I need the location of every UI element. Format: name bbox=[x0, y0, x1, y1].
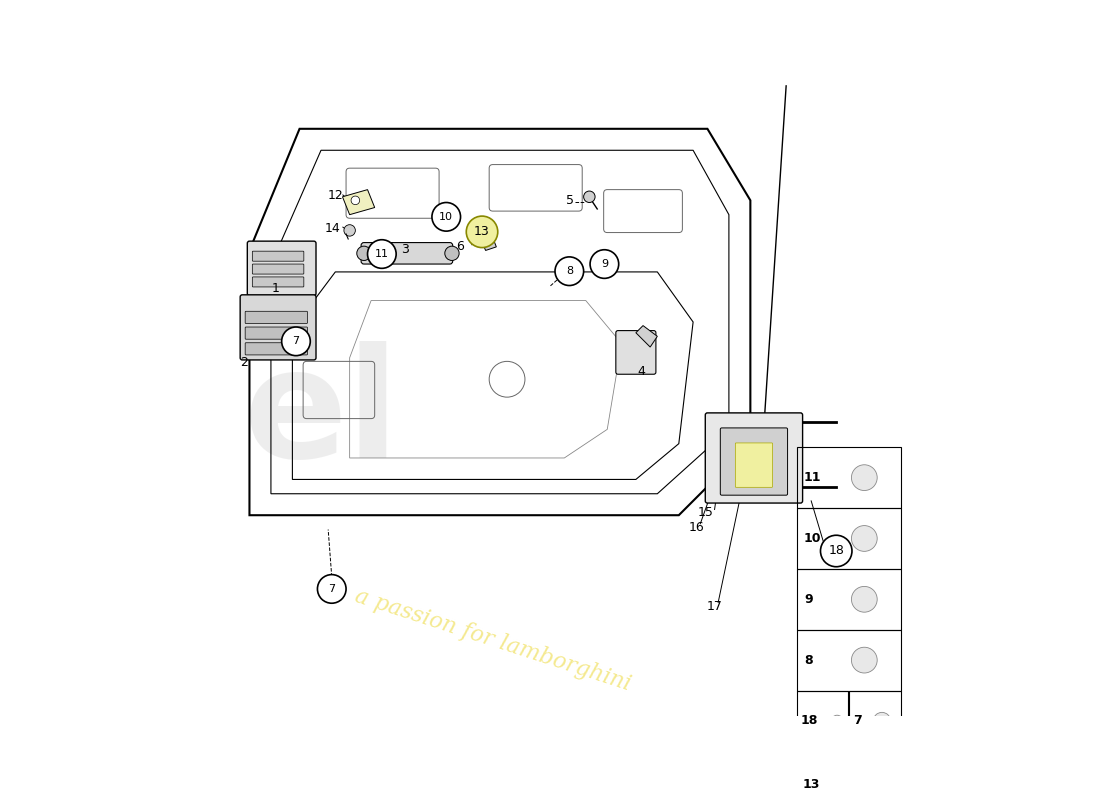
FancyBboxPatch shape bbox=[245, 327, 307, 339]
Text: a passion for lamborghini: a passion for lamborghini bbox=[352, 586, 634, 695]
Polygon shape bbox=[342, 190, 375, 214]
Circle shape bbox=[851, 647, 877, 673]
Text: 9: 9 bbox=[804, 593, 813, 606]
FancyBboxPatch shape bbox=[252, 264, 304, 274]
Circle shape bbox=[344, 225, 355, 236]
FancyBboxPatch shape bbox=[849, 751, 901, 800]
FancyBboxPatch shape bbox=[720, 428, 788, 495]
FancyBboxPatch shape bbox=[616, 330, 656, 374]
Text: 7: 7 bbox=[328, 584, 336, 594]
FancyBboxPatch shape bbox=[735, 443, 772, 487]
Text: 9: 9 bbox=[601, 259, 608, 269]
Text: 7: 7 bbox=[852, 714, 861, 727]
Circle shape bbox=[873, 712, 891, 730]
FancyBboxPatch shape bbox=[252, 251, 304, 261]
Circle shape bbox=[367, 240, 396, 268]
Text: 16: 16 bbox=[689, 521, 705, 534]
Text: 7: 7 bbox=[293, 336, 299, 346]
Text: 5: 5 bbox=[566, 194, 574, 207]
Circle shape bbox=[556, 257, 584, 286]
Text: 6: 6 bbox=[456, 240, 464, 253]
Text: 14: 14 bbox=[324, 222, 340, 234]
FancyBboxPatch shape bbox=[245, 342, 307, 355]
Text: el: el bbox=[243, 341, 399, 490]
Polygon shape bbox=[856, 761, 895, 794]
Circle shape bbox=[282, 327, 310, 356]
Circle shape bbox=[356, 246, 371, 261]
Circle shape bbox=[851, 465, 877, 490]
Text: 10: 10 bbox=[439, 212, 453, 222]
Text: 15: 15 bbox=[698, 506, 714, 519]
Text: 2: 2 bbox=[240, 356, 248, 370]
Circle shape bbox=[590, 250, 618, 278]
Circle shape bbox=[490, 362, 525, 397]
FancyBboxPatch shape bbox=[248, 241, 316, 295]
FancyBboxPatch shape bbox=[361, 242, 453, 264]
FancyBboxPatch shape bbox=[245, 311, 307, 323]
FancyBboxPatch shape bbox=[252, 277, 304, 287]
Text: 17: 17 bbox=[706, 600, 723, 614]
Text: 11: 11 bbox=[804, 471, 822, 484]
Text: 1: 1 bbox=[272, 282, 279, 295]
Polygon shape bbox=[636, 326, 658, 347]
FancyBboxPatch shape bbox=[705, 413, 803, 503]
Circle shape bbox=[832, 715, 843, 726]
Text: 11: 11 bbox=[375, 249, 388, 259]
Circle shape bbox=[851, 586, 877, 612]
Circle shape bbox=[851, 526, 877, 551]
Circle shape bbox=[444, 246, 459, 261]
Circle shape bbox=[432, 202, 461, 231]
Circle shape bbox=[351, 196, 360, 205]
Circle shape bbox=[821, 778, 835, 792]
Circle shape bbox=[466, 216, 498, 247]
Text: 18: 18 bbox=[828, 545, 844, 558]
Text: 3: 3 bbox=[402, 242, 409, 255]
Polygon shape bbox=[482, 238, 496, 250]
Circle shape bbox=[318, 574, 346, 603]
Text: 10: 10 bbox=[804, 532, 822, 545]
Text: 4: 4 bbox=[638, 365, 646, 378]
FancyBboxPatch shape bbox=[240, 295, 316, 360]
Circle shape bbox=[821, 535, 852, 566]
Text: 12: 12 bbox=[328, 189, 343, 202]
Circle shape bbox=[584, 191, 595, 202]
Text: 13: 13 bbox=[803, 778, 820, 791]
Text: 8: 8 bbox=[565, 266, 573, 276]
Text: 13: 13 bbox=[474, 226, 490, 238]
Text: 18: 18 bbox=[801, 714, 817, 727]
Text: 8: 8 bbox=[804, 654, 813, 666]
